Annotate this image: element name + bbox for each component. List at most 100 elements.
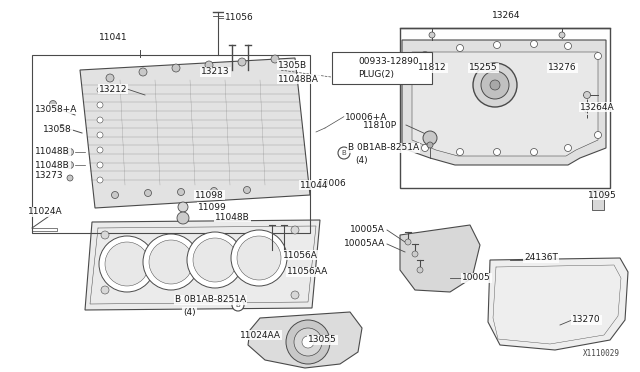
Circle shape: [481, 71, 509, 99]
Circle shape: [473, 63, 517, 107]
Circle shape: [564, 42, 572, 49]
Text: 1305B: 1305B: [278, 61, 307, 70]
Polygon shape: [412, 52, 598, 156]
Text: 11812: 11812: [418, 64, 447, 73]
Circle shape: [101, 231, 109, 239]
Bar: [32, 55, 310, 233]
Circle shape: [97, 177, 103, 183]
Text: 11048B: 11048B: [35, 160, 70, 170]
Text: 13058: 13058: [43, 125, 72, 135]
Circle shape: [97, 147, 103, 153]
Polygon shape: [400, 225, 480, 292]
Circle shape: [531, 41, 538, 48]
Circle shape: [559, 32, 565, 38]
Text: B 0B1AB-8251A: B 0B1AB-8251A: [175, 295, 246, 305]
Circle shape: [143, 234, 199, 290]
Circle shape: [456, 45, 463, 51]
Circle shape: [238, 58, 246, 66]
Text: 13270: 13270: [572, 315, 600, 324]
Circle shape: [291, 291, 299, 299]
Text: 11048B: 11048B: [35, 148, 70, 157]
Polygon shape: [85, 220, 320, 310]
Circle shape: [67, 148, 74, 155]
Circle shape: [412, 251, 418, 257]
Text: 11048BA: 11048BA: [278, 74, 319, 83]
Circle shape: [193, 238, 237, 282]
Text: 13264A: 13264A: [580, 103, 614, 112]
Circle shape: [58, 125, 65, 131]
Text: 11048B: 11048B: [215, 212, 250, 221]
Circle shape: [172, 64, 180, 72]
Polygon shape: [80, 58, 310, 208]
Circle shape: [595, 52, 602, 60]
Circle shape: [493, 148, 500, 155]
Circle shape: [294, 328, 322, 356]
Circle shape: [177, 189, 184, 196]
Text: 24136T: 24136T: [524, 253, 558, 263]
Circle shape: [67, 161, 74, 169]
Circle shape: [427, 142, 433, 148]
Text: 11024AA: 11024AA: [240, 330, 281, 340]
Text: B: B: [236, 302, 241, 308]
Bar: [332, 52, 432, 84]
Text: 13264: 13264: [492, 10, 520, 19]
Text: 13213: 13213: [202, 67, 230, 77]
Circle shape: [291, 226, 299, 234]
Circle shape: [105, 242, 149, 286]
Text: 11056AA: 11056AA: [287, 267, 328, 276]
Text: 13058+A: 13058+A: [35, 105, 77, 113]
Circle shape: [493, 42, 500, 48]
Circle shape: [422, 144, 429, 151]
Circle shape: [205, 61, 213, 69]
Circle shape: [139, 68, 147, 76]
Circle shape: [97, 162, 103, 168]
Circle shape: [211, 187, 218, 195]
Circle shape: [531, 148, 538, 155]
Circle shape: [422, 51, 429, 58]
Circle shape: [423, 131, 437, 145]
Text: 00933-12890: 00933-12890: [358, 58, 419, 67]
Text: 10005AA: 10005AA: [344, 240, 385, 248]
Text: (4): (4): [355, 155, 367, 164]
Text: 11098: 11098: [195, 190, 224, 199]
Circle shape: [271, 55, 279, 63]
Circle shape: [99, 236, 155, 292]
Text: 10005A: 10005A: [350, 225, 385, 234]
Circle shape: [101, 286, 109, 294]
Circle shape: [177, 212, 189, 224]
Circle shape: [49, 100, 56, 108]
Bar: [592, 190, 604, 210]
Circle shape: [456, 148, 463, 155]
Circle shape: [243, 186, 250, 193]
Text: 11810P: 11810P: [363, 121, 397, 129]
Circle shape: [417, 267, 423, 273]
Text: 13276: 13276: [548, 64, 577, 73]
Text: B 0B1AB-8251A: B 0B1AB-8251A: [348, 144, 419, 153]
Circle shape: [429, 32, 435, 38]
Circle shape: [149, 240, 193, 284]
Text: X1110029: X1110029: [583, 349, 620, 358]
Circle shape: [405, 239, 411, 245]
Text: PLUG(2): PLUG(2): [358, 70, 394, 78]
Circle shape: [97, 102, 103, 108]
Text: B: B: [342, 150, 346, 156]
Circle shape: [302, 336, 314, 348]
Circle shape: [232, 299, 244, 311]
Circle shape: [595, 131, 602, 138]
Circle shape: [231, 230, 287, 286]
Circle shape: [111, 192, 118, 199]
Text: 11041: 11041: [99, 33, 127, 42]
Text: 13212: 13212: [99, 84, 127, 93]
Text: 11095: 11095: [588, 190, 617, 199]
Circle shape: [106, 74, 114, 82]
Circle shape: [97, 87, 103, 93]
Circle shape: [67, 175, 73, 181]
Text: 15255: 15255: [469, 64, 498, 73]
Circle shape: [564, 144, 572, 151]
Circle shape: [97, 117, 103, 123]
Circle shape: [237, 236, 281, 280]
Text: 10006: 10006: [318, 179, 347, 187]
Text: 10005: 10005: [462, 273, 491, 282]
Circle shape: [584, 92, 591, 99]
Circle shape: [187, 232, 243, 288]
